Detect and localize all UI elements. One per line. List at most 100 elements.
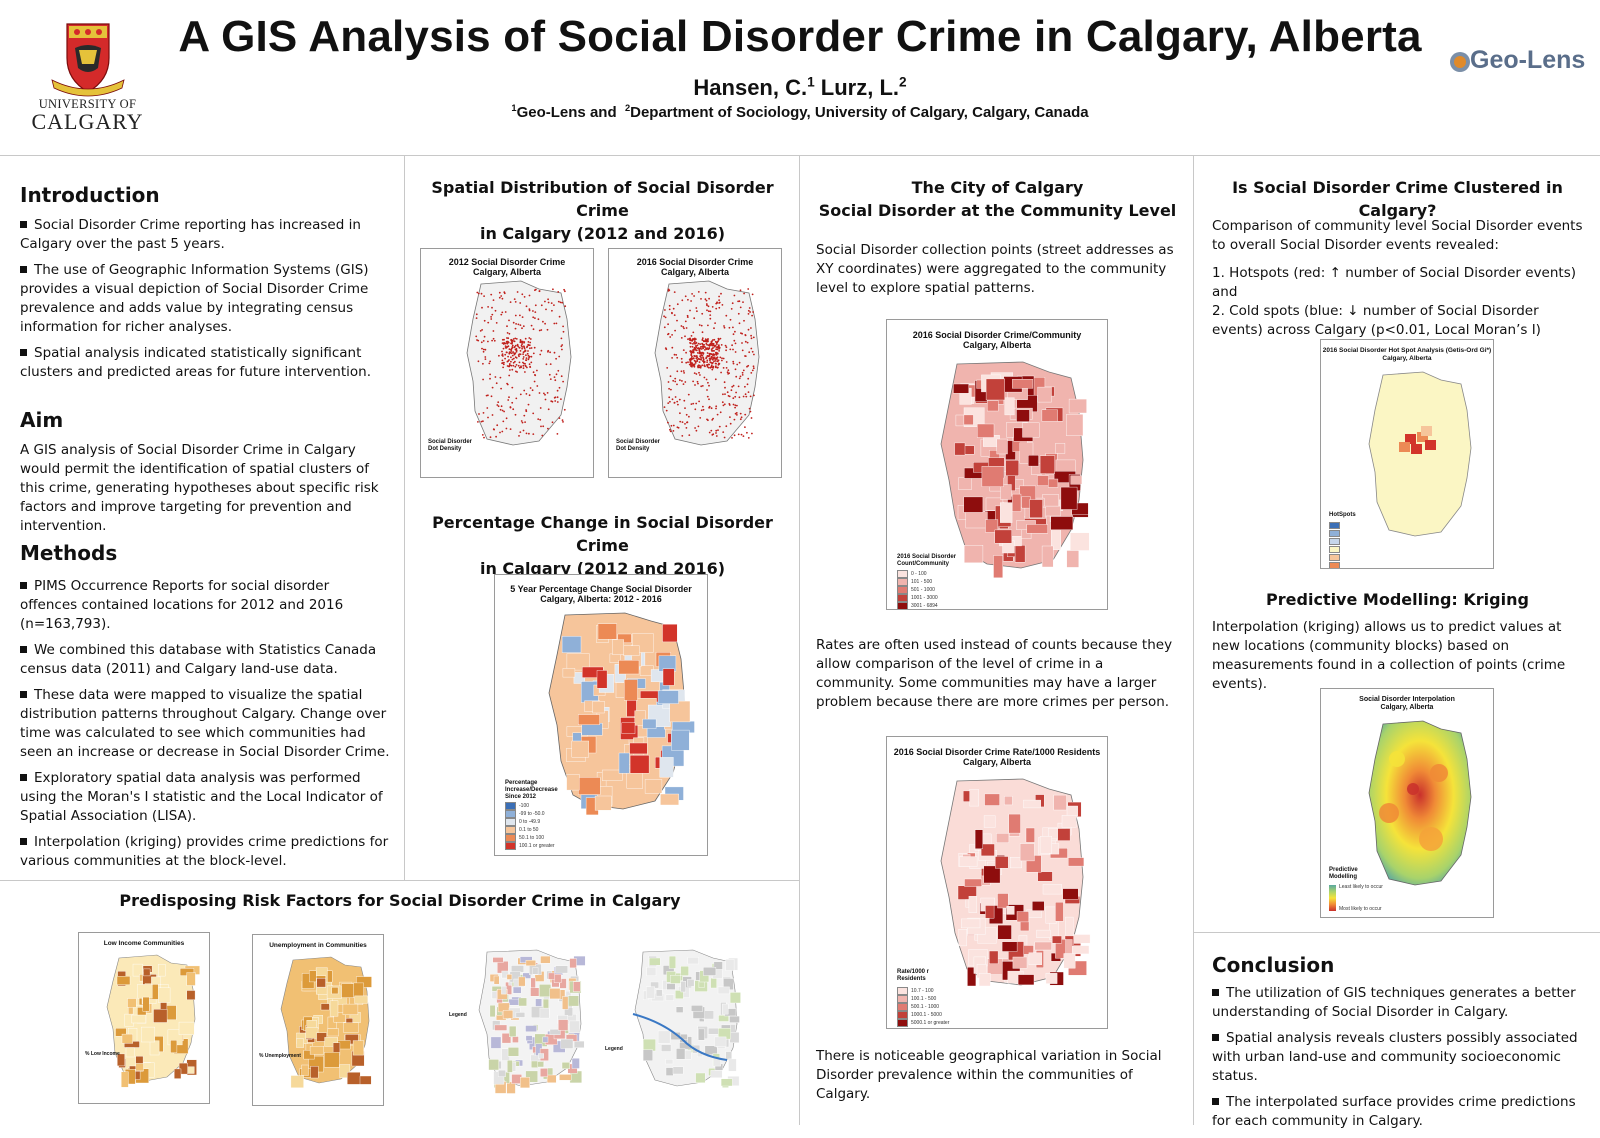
crime-dot	[734, 404, 737, 407]
map-cell	[714, 1036, 727, 1047]
crime-dot	[520, 365, 522, 368]
map-cell	[489, 1005, 496, 1018]
crime-dot	[690, 403, 693, 405]
kriging-blob	[1379, 803, 1399, 823]
bullet-marker	[1212, 1034, 1219, 1041]
bullet-marker	[20, 266, 27, 273]
bullet-item: The interpolated surface provides crime …	[1212, 1093, 1592, 1131]
legend-swatch	[505, 809, 516, 818]
crime-dot	[732, 348, 734, 351]
crime-dot	[689, 363, 692, 366]
crime-dot	[528, 294, 531, 297]
crime-dot	[519, 339, 522, 341]
map-cell	[602, 769, 623, 781]
crime-dot	[523, 345, 525, 348]
crime-dot	[702, 356, 704, 359]
crime-dot	[751, 293, 754, 296]
map-cell	[301, 1064, 309, 1076]
crime-dot	[676, 400, 679, 403]
crime-dot	[522, 353, 524, 355]
crime-dot	[683, 372, 685, 374]
crime-dot	[518, 366, 521, 369]
map-cell	[525, 1070, 538, 1083]
crime-dot	[676, 426, 679, 429]
crime-dot	[502, 366, 504, 369]
crime-dot	[481, 306, 483, 309]
crime-dot	[544, 322, 546, 325]
crime-dot	[705, 378, 708, 381]
map-cell	[561, 1062, 571, 1069]
map-cell	[173, 1068, 182, 1079]
crime-dot	[680, 325, 683, 327]
crime-dot	[735, 391, 737, 394]
crime-dot	[666, 367, 669, 369]
crime-dot	[682, 383, 685, 385]
crime-dot	[709, 361, 712, 363]
crime-dot	[710, 365, 713, 368]
crime-dot	[750, 334, 752, 337]
crime-dot	[708, 431, 711, 434]
crime-dot	[734, 395, 737, 398]
crime-dot	[695, 357, 698, 360]
map-cell	[560, 1038, 574, 1049]
crime-dot	[739, 289, 742, 292]
crime-dot	[511, 354, 514, 357]
crime-dot	[739, 418, 742, 421]
map-cell	[149, 1040, 160, 1056]
map-cell	[344, 1034, 359, 1045]
legend-row: 0.1 to 50	[505, 825, 575, 834]
map-cell	[356, 976, 372, 988]
crime-dot	[700, 346, 702, 348]
crime-dot	[557, 369, 560, 372]
introduction-heading: Introduction	[20, 183, 160, 207]
crime-dot	[538, 290, 541, 293]
crime-dot	[700, 385, 703, 388]
crime-dot	[713, 354, 715, 356]
crime-dot	[673, 314, 676, 316]
crime-dot	[729, 348, 732, 351]
map-cell	[488, 1059, 499, 1071]
crime-dot	[687, 338, 689, 341]
crime-dot	[511, 341, 514, 344]
crime-dot	[511, 358, 514, 361]
community-map-title-line-1: 2016 Social Disorder Crime/Community	[912, 330, 1082, 340]
col-divider-1	[404, 155, 405, 880]
crime-dot	[710, 407, 713, 410]
crime-dot	[490, 395, 493, 398]
crime-dot	[698, 324, 701, 326]
map-cell	[1012, 493, 1022, 512]
crime-dot	[688, 337, 691, 340]
map-cell	[537, 1061, 544, 1068]
crime-dot	[708, 406, 710, 409]
crime-dot	[522, 325, 525, 328]
crime-dot	[712, 433, 715, 436]
map-cell	[1016, 911, 1029, 923]
crime-dot	[498, 296, 501, 299]
map-cell	[1061, 815, 1077, 828]
crime-dot	[701, 360, 704, 362]
crime-dot	[529, 387, 532, 389]
crime-dot	[674, 396, 677, 398]
crime-dot	[744, 334, 747, 337]
crime-dot	[748, 351, 751, 354]
crime-dot	[672, 307, 675, 310]
crime-dot	[527, 341, 530, 343]
crime-dot	[534, 374, 536, 376]
crime-dot	[522, 429, 525, 432]
bullet-text: Social Disorder Crime reporting has incr…	[20, 217, 361, 252]
crime-dot	[488, 362, 491, 365]
legend-label: 100.1 - 500	[911, 995, 937, 1002]
crime-dot	[504, 311, 507, 313]
map-cell	[569, 1020, 580, 1034]
crime-dot	[691, 364, 693, 366]
crime-dot	[726, 371, 729, 374]
crime-dot	[744, 426, 746, 428]
map-cell	[670, 975, 681, 984]
map-cell	[710, 977, 717, 989]
crime-dot	[740, 433, 743, 436]
crime-dot	[676, 356, 679, 359]
crime-dot	[747, 437, 750, 439]
crime-dot	[510, 352, 513, 355]
crime-dot	[670, 388, 672, 391]
crime-dot	[725, 361, 728, 363]
